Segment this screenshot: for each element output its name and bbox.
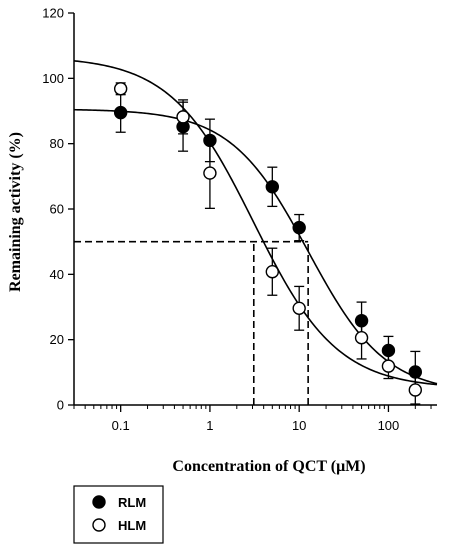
y-tick-label: 20 xyxy=(50,332,64,347)
data-point-rlm xyxy=(408,365,423,379)
data-point-rlm xyxy=(113,105,128,120)
x-tick-label: 1 xyxy=(206,418,213,433)
legend: RLM HLM xyxy=(73,485,164,544)
y-tick-label: 120 xyxy=(42,6,64,21)
data-point-hlm xyxy=(265,265,280,279)
data-point-hlm xyxy=(203,166,217,180)
data-point-rlm xyxy=(203,133,217,148)
x-tick-label: 0.1 xyxy=(112,418,130,433)
fit-curve-hlm xyxy=(73,60,438,386)
data-point-hlm xyxy=(381,359,396,373)
data-point-hlm xyxy=(292,301,306,316)
data-point-hlm xyxy=(354,331,369,345)
data-point-rlm xyxy=(381,343,396,358)
data-point-rlm xyxy=(292,220,306,235)
plot-area xyxy=(73,60,438,405)
y-tick-label: 60 xyxy=(50,202,64,217)
y-tick-label: 40 xyxy=(50,267,64,282)
data-point-rlm xyxy=(354,314,369,328)
x-axis-title: Concentration of QCT (μM) xyxy=(172,458,365,475)
legend-label-hlm: HLM xyxy=(118,518,146,533)
fit-curve-rlm xyxy=(73,108,438,385)
data-point-hlm xyxy=(176,110,190,124)
legend-box xyxy=(73,485,164,544)
axes: 0 20 40 60 80 100 120 0.1 1 10 100 xyxy=(42,6,437,433)
legend-marker-hlm xyxy=(92,518,106,532)
legend-label-rlm: RLM xyxy=(118,495,146,510)
y-tick-label: 0 xyxy=(57,398,64,413)
data-point-hlm xyxy=(408,383,423,397)
y-tick-label: 100 xyxy=(42,71,64,86)
y-axis-title: Remaining activity (%) xyxy=(7,132,24,292)
x-tick-label: 10 xyxy=(292,418,306,433)
y-tick-label: 80 xyxy=(50,136,64,151)
data-point-rlm xyxy=(265,180,280,194)
x-tick-label: 100 xyxy=(378,418,400,433)
legend-marker-rlm xyxy=(92,495,106,509)
data-point-hlm xyxy=(113,82,128,96)
